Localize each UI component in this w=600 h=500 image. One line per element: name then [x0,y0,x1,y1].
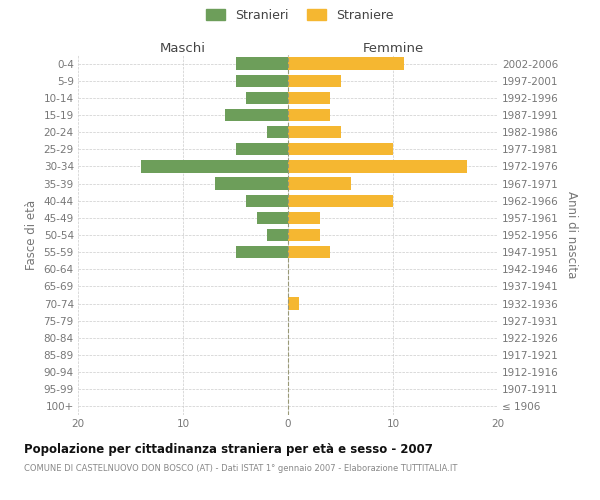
Bar [288,194,393,207]
Text: Femmine: Femmine [362,42,424,55]
Bar [235,246,288,258]
Bar [288,246,330,258]
Bar [235,58,288,70]
Text: Maschi: Maschi [160,42,206,55]
Bar [288,126,341,138]
Y-axis label: Anni di nascita: Anni di nascita [565,192,578,278]
Legend: Stranieri, Straniere: Stranieri, Straniere [206,8,394,22]
Bar [288,143,393,156]
Bar [288,160,467,172]
Text: Popolazione per cittadinanza straniera per età e sesso - 2007: Popolazione per cittadinanza straniera p… [24,442,433,456]
Bar [257,212,288,224]
Bar [288,178,351,190]
Bar [288,298,299,310]
Bar [288,212,320,224]
Bar [288,109,330,121]
Bar [215,178,288,190]
Bar [288,92,330,104]
Bar [267,126,288,138]
Bar [246,92,288,104]
Bar [288,74,341,87]
Bar [288,58,404,70]
Bar [246,194,288,207]
Bar [288,229,320,241]
Bar [267,229,288,241]
Text: COMUNE DI CASTELNUOVO DON BOSCO (AT) - Dati ISTAT 1° gennaio 2007 - Elaborazione: COMUNE DI CASTELNUOVO DON BOSCO (AT) - D… [24,464,457,473]
Y-axis label: Fasce di età: Fasce di età [25,200,38,270]
Bar [235,74,288,87]
Bar [225,109,288,121]
Bar [141,160,288,172]
Bar [235,143,288,156]
